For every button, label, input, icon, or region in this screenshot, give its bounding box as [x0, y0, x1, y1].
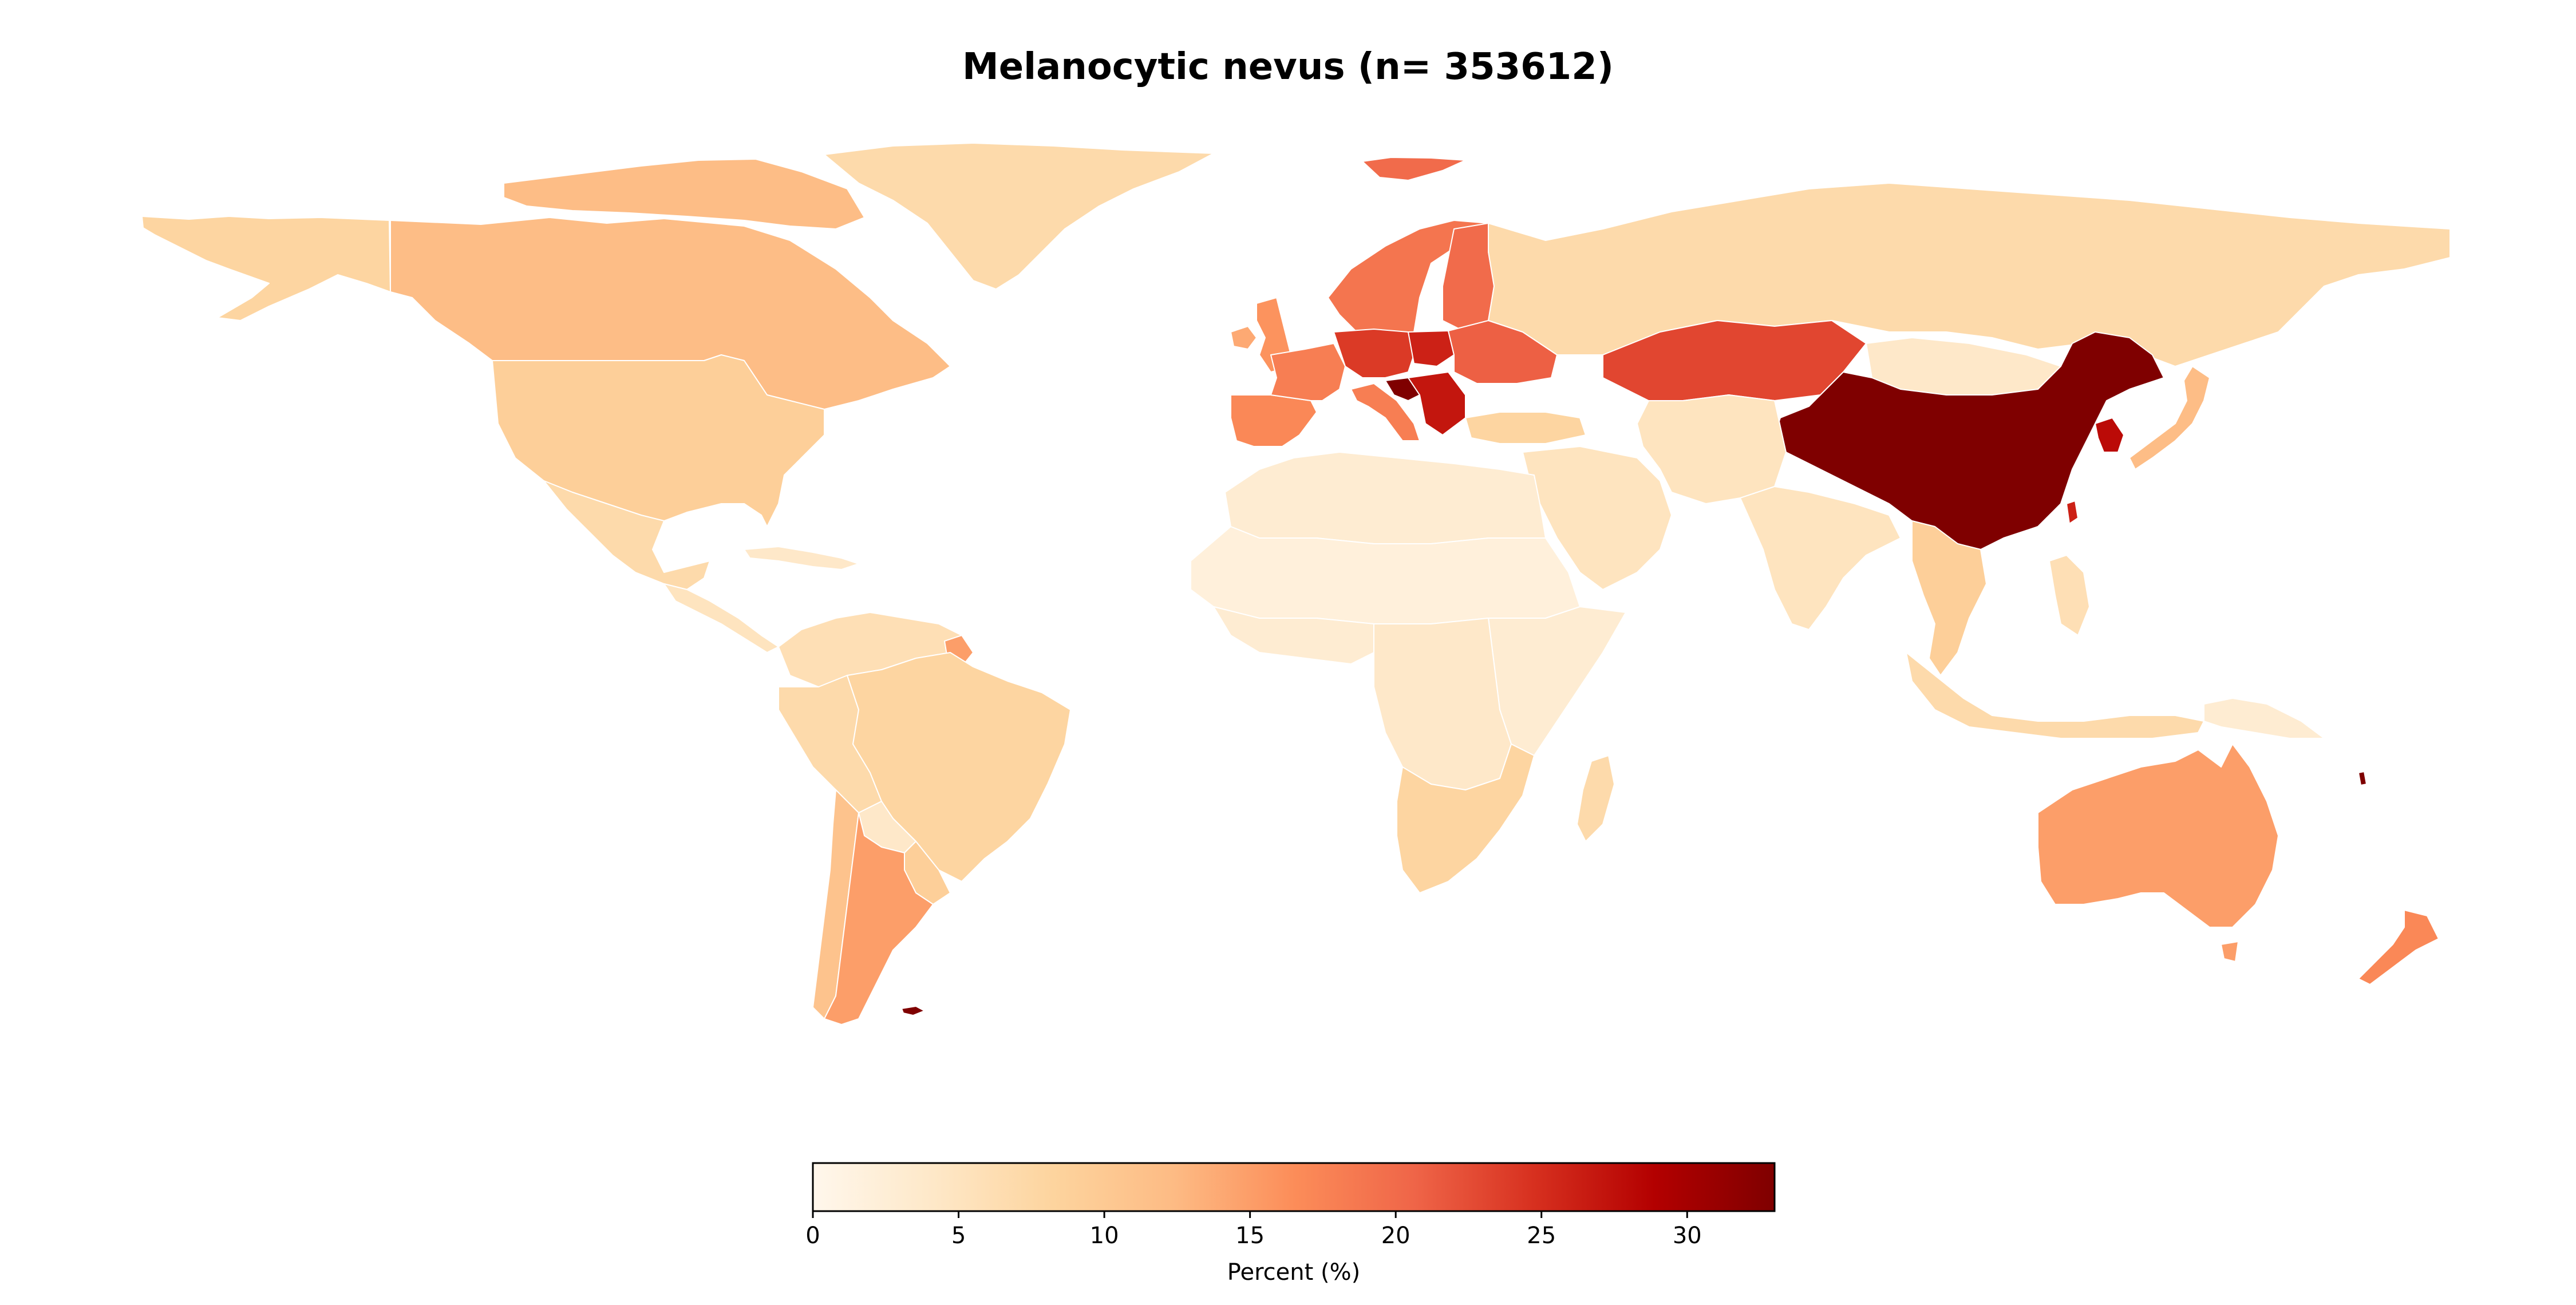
- region-falklands: [901, 1006, 925, 1016]
- region-greenland: [824, 143, 1214, 290]
- region-indonesia: [1906, 652, 2204, 739]
- region-east-africa: [1488, 606, 1626, 756]
- region-poland: [1408, 330, 1455, 367]
- region-svalbard: [1362, 157, 1466, 181]
- region-korea: [2095, 417, 2124, 453]
- colorbar-ticks: 0 5 10 15 20 25 30: [805, 1211, 1702, 1249]
- colorbar-tick-label: 15: [1235, 1223, 1265, 1249]
- region-japan: [2129, 366, 2210, 470]
- colorbar-tick-label: 10: [1090, 1223, 1119, 1249]
- region-central-america: [663, 583, 779, 653]
- region-ireland: [1230, 326, 1257, 350]
- region-southeast-asia: [1911, 520, 1987, 676]
- region-brazil: [847, 652, 1071, 882]
- region-north-africa: [1224, 452, 1546, 544]
- region-france: [1270, 343, 1346, 401]
- region-new-zealand: [2358, 909, 2439, 985]
- region-caribbean: [744, 546, 859, 570]
- region-alaska: [141, 216, 391, 321]
- region-india: [1740, 486, 1901, 630]
- region-papua-new-guinea: [2203, 698, 2325, 739]
- region-spain-portugal: [1230, 394, 1317, 447]
- region-philippines: [2049, 555, 2090, 636]
- region-canada: [390, 217, 951, 410]
- region-west-africa: [1213, 606, 1374, 665]
- region-new-caledonia: [2358, 771, 2367, 786]
- region-taiwan: [2066, 500, 2079, 524]
- region-madagascar: [1577, 755, 1615, 842]
- colorbar-tick-label: 0: [805, 1223, 820, 1249]
- region-australia: [2037, 744, 2279, 928]
- region-croatia: [1385, 377, 1420, 401]
- region-canada-arctic-islands: [503, 159, 865, 230]
- region-italy: [1350, 383, 1420, 441]
- map-title: Melanocytic nevus (n= 353612): [962, 46, 1614, 88]
- region-china: [1774, 331, 2164, 550]
- region-mexico: [543, 480, 710, 590]
- colorbar-tick-label: 20: [1381, 1223, 1411, 1249]
- region-turkey: [1465, 412, 1586, 444]
- region-tasmania: [2221, 941, 2239, 962]
- region-germany-central-europe: [1333, 329, 1415, 378]
- colorbar-tick-label: 30: [1673, 1223, 1702, 1249]
- region-russia: [1488, 183, 2451, 367]
- colorbar-gradient: [812, 1162, 1776, 1212]
- region-argentina: [824, 812, 934, 1025]
- colorbar-tick-label: 5: [951, 1223, 966, 1249]
- region-central-africa: [1373, 618, 1512, 790]
- colorbar-tick-label: 25: [1527, 1223, 1556, 1249]
- colorbar: 0 5 10 15 20 25 30 Percent (%): [805, 1162, 1776, 1286]
- region-balkans: [1408, 371, 1466, 436]
- region-southern-africa: [1396, 744, 1535, 893]
- colorbar-label: Percent (%): [1227, 1259, 1360, 1286]
- world-map: [141, 143, 2451, 1025]
